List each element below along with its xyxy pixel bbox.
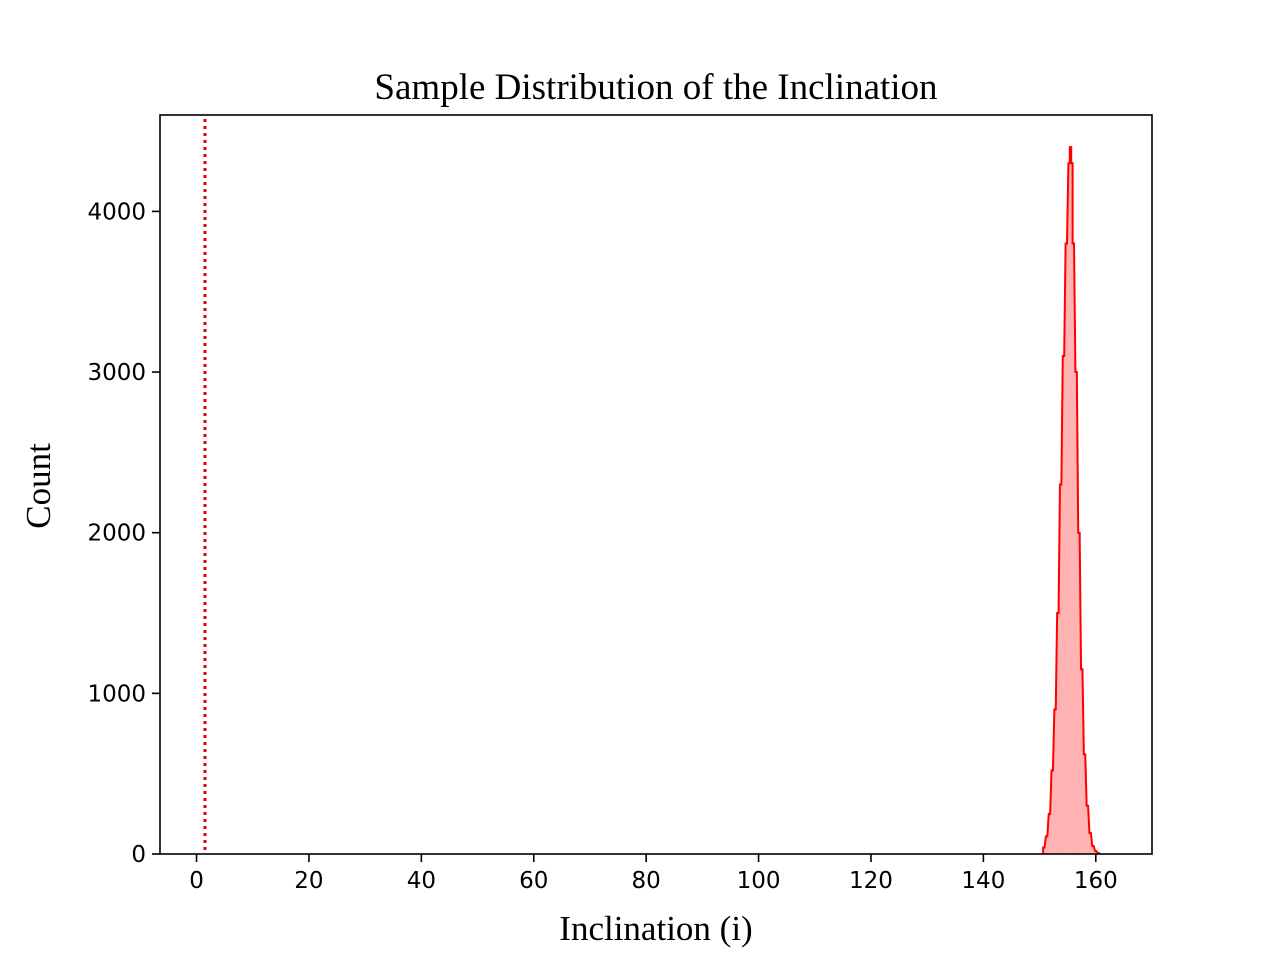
plot-area (203, 119, 1101, 855)
x-axis: 0 20 40 60 80 100 120 140 160 (189, 854, 1118, 894)
histogram-bar (1095, 851, 1097, 854)
histogram-bar (1062, 355, 1065, 854)
histogram-bar (1048, 813, 1051, 854)
x-tick-label: 160 (1074, 868, 1118, 894)
histogram-bar (1045, 836, 1048, 854)
histogram-bar (1086, 805, 1089, 854)
y-tick-label: 4000 (87, 199, 146, 225)
x-tick-label: 20 (294, 868, 323, 894)
axes-frame (159, 114, 1153, 855)
x-tick-label: 120 (849, 868, 893, 894)
histogram-bar (1059, 484, 1062, 854)
histogram-bar (1065, 243, 1067, 854)
y-axis-label: Count (19, 443, 58, 529)
y-tick-label: 2000 (87, 521, 146, 547)
histogram-bar (1071, 163, 1073, 854)
x-axis-label: Inclination (i) (559, 909, 752, 948)
histogram-bar (1081, 669, 1083, 854)
x-tick-label: 0 (189, 868, 204, 894)
y-tick-label: 0 (131, 842, 146, 868)
histogram-bar (1051, 770, 1053, 854)
histogram-bar (1075, 372, 1077, 854)
histogram-bar (1054, 709, 1056, 854)
histogram-bar (1069, 147, 1072, 854)
histogram-bar (1092, 845, 1094, 854)
histogram-bar (1072, 243, 1075, 854)
histogram-bar (1089, 833, 1091, 854)
histogram-bar (1057, 613, 1059, 854)
histogram-bar (1068, 163, 1070, 854)
histogram-bar (1078, 532, 1080, 854)
y-tick-label: 3000 (87, 360, 146, 386)
x-tick-label: 60 (519, 868, 548, 894)
x-tick-label: 140 (961, 868, 1005, 894)
x-tick-label: 80 (632, 868, 661, 894)
histogram-outline (1042, 146, 1101, 855)
x-tick-label: 40 (407, 868, 436, 894)
y-axis: 0 1000 2000 3000 4000 (87, 199, 160, 868)
x-tick-label: 100 (737, 868, 781, 894)
histogram-bar (1083, 754, 1086, 854)
chart-title: Sample Distribution of the Inclination (374, 67, 937, 108)
y-tick-label: 1000 (87, 681, 146, 707)
